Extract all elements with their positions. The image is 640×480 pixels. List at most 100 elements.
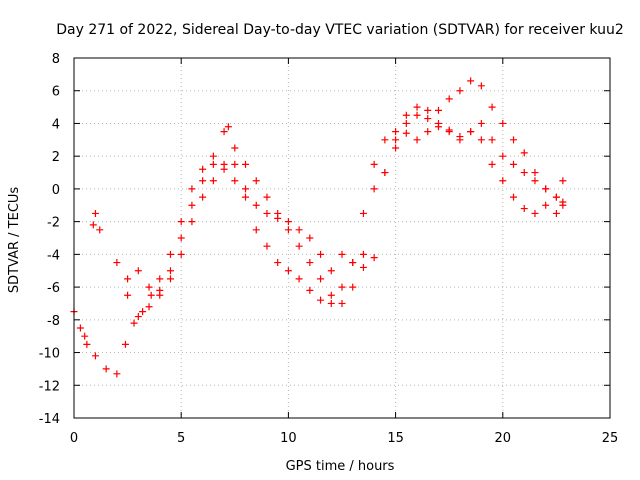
data-point [209,177,217,185]
y-tick-label: -8 [47,314,60,329]
data-point [531,209,539,217]
data-point [520,169,528,177]
data-point [402,119,410,127]
data-point [413,103,421,111]
data-point [327,267,335,275]
data-point [231,177,239,185]
data-point [145,303,153,311]
x-tick-label: 10 [280,431,297,446]
data-point [392,144,400,152]
data-point [552,193,560,201]
data-point [124,275,132,283]
data-point [499,177,507,185]
data-point [199,193,207,201]
series-track-a [70,123,567,378]
series-track-b [81,103,567,340]
data-point [156,291,164,299]
data-point [520,205,528,213]
data-point [424,115,432,123]
data-point [145,283,153,291]
x-tick-label: 0 [70,431,78,446]
data-point [370,160,378,168]
data-point [552,209,560,217]
data-point [130,319,138,327]
data-point [274,259,282,267]
data-point [413,136,421,144]
data-point [166,275,174,283]
data-point [510,193,518,201]
data-point [188,218,196,226]
data-point [381,136,389,144]
data-point [456,136,464,144]
data-point [402,129,410,137]
data-point [124,291,132,299]
y-tick-label: -14 [39,412,60,427]
data-point [456,87,464,95]
data-point [510,136,518,144]
x-tick-labels: 0 5 10 15 20 25 [70,431,618,446]
data-point [338,250,346,258]
y-tick-label: -6 [47,281,60,296]
data-point [370,254,378,262]
data-points [70,77,567,378]
data-point [134,313,142,321]
plot-frame [73,57,611,419]
data-point [96,226,104,234]
data-point [317,275,325,283]
y-axis-label: SDTVAR / TECUs [7,187,22,294]
data-point [220,160,228,168]
data-point [359,209,367,217]
data-point [199,177,207,185]
data-point [242,185,250,193]
data-point [139,308,147,316]
data-point [121,340,129,348]
data-point [284,218,292,226]
data-point [263,209,271,217]
data-point [392,128,400,136]
data-point [477,136,485,144]
data-point [209,152,217,160]
data-point [467,128,475,136]
data-point [177,218,185,226]
y-tick-label: 8 [52,52,60,67]
data-point [327,299,335,307]
data-point [520,149,528,157]
data-point [542,201,550,209]
data-point [392,136,400,144]
data-point [231,160,239,168]
data-point [559,177,567,185]
data-point [413,111,421,119]
data-point [559,201,567,209]
data-point [177,250,185,258]
data-point [542,185,550,193]
data-point [488,160,496,168]
data-point [424,106,432,114]
y-tick-label: -12 [39,379,60,394]
data-point [252,201,260,209]
data-point [424,128,432,136]
data-point [81,332,89,340]
data-point [499,152,507,160]
chart-title: Day 271 of 2022, Sidereal Day-to-day VTE… [56,22,624,38]
data-point [359,263,367,271]
data-point [134,267,142,275]
data-point [531,169,539,177]
data-point [306,259,314,267]
data-point [91,352,99,360]
data-point [467,77,475,85]
data-point [499,119,507,127]
data-point [224,123,232,131]
data-point [166,267,174,275]
data-point [263,193,271,201]
y-tick-label: 0 [52,183,60,198]
x-tick-label: 20 [495,431,512,446]
data-point [147,291,155,299]
data-point [317,250,325,258]
data-point [306,234,314,242]
data-point [89,221,97,229]
data-point [242,160,250,168]
data-point [252,177,260,185]
data-point [370,185,378,193]
data-point [177,234,185,242]
